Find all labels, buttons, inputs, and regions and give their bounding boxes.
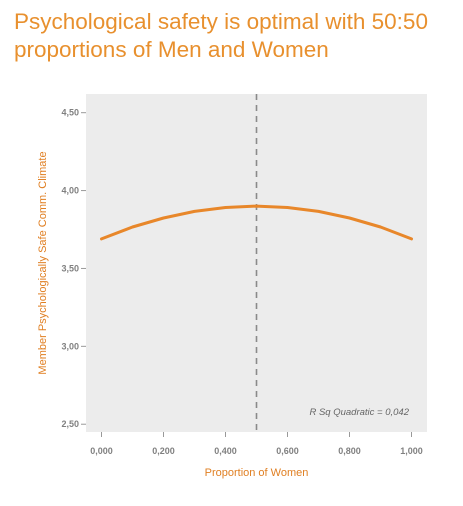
x-tick-label: 0,600	[276, 446, 299, 456]
y-tick-label: 4,00	[61, 186, 79, 196]
fit-curve	[100, 204, 413, 241]
x-tick-label: 0,400	[214, 446, 237, 456]
x-tick-label: 0,800	[338, 446, 361, 456]
y-axis-label: Member Psychologically Safe Comm. Climat…	[37, 151, 49, 374]
y-tick-label: 2,50	[61, 419, 79, 429]
chart-title: Psychological safety is optimal with 50:…	[14, 9, 428, 62]
x-tick-label: 0,200	[152, 446, 175, 456]
r-squared-annotation: R Sq Quadratic = 0,042	[309, 407, 409, 418]
x-tick-label: 1,000	[400, 446, 423, 456]
y-tick-label: 4,50	[61, 108, 79, 118]
x-tick-label: 0,000	[90, 446, 113, 456]
y-tick-label: 3,00	[61, 341, 79, 351]
y-tick-label: 3,50	[61, 263, 79, 273]
x-axis-label: Proportion of Women	[205, 467, 309, 479]
